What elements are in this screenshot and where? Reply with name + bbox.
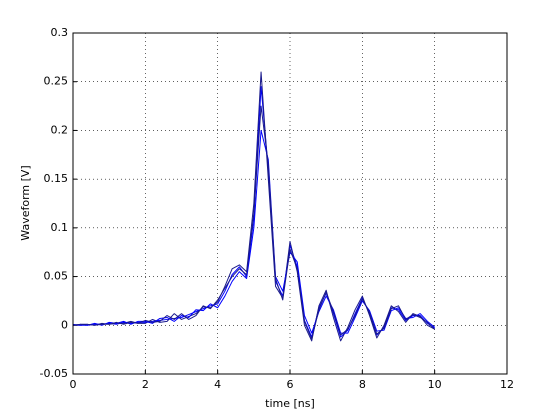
x-tick-label: 6 — [287, 378, 294, 391]
waveform-line — [72, 129, 435, 334]
x-tick-label: 2 — [142, 378, 149, 391]
y-axis-label: Waveform [V] — [19, 165, 32, 240]
x-tick-label: 0 — [70, 378, 77, 391]
y-tick-label: 0.15 — [44, 172, 69, 185]
x-tick-label: 10 — [428, 378, 442, 391]
x-axis-label: time [ns] — [265, 397, 315, 410]
waveform-line — [72, 105, 436, 340]
waveform-line — [73, 71, 435, 342]
y-tick-label: 0.2 — [51, 123, 69, 136]
x-tick-label: 4 — [214, 378, 221, 391]
x-tick-label: 8 — [359, 378, 366, 391]
y-tick-label: 0.25 — [44, 75, 69, 88]
y-tick-label: 0.05 — [44, 270, 69, 283]
y-tick-label: 0.3 — [51, 26, 69, 39]
plot-frame — [72, 32, 508, 375]
y-tick-label: 0.1 — [51, 221, 69, 234]
y-tick-label: 0 — [61, 318, 68, 331]
x-tick-label: 12 — [500, 378, 514, 391]
y-tick-label: -0.05 — [40, 367, 68, 380]
